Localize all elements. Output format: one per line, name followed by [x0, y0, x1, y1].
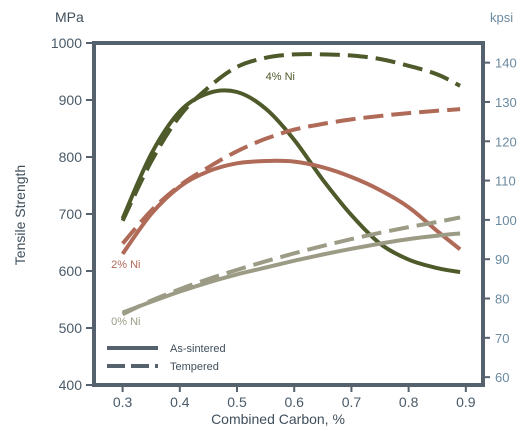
legend-as-sintered-label: As-sintered	[170, 343, 226, 355]
y2-tick-label: 80	[495, 292, 509, 307]
series-line-0nini-tempered	[121, 215, 461, 317]
x-tick-label: 0.3	[113, 394, 133, 410]
y2-tick-label: 120	[495, 134, 517, 149]
x-tick-label: 0.8	[399, 394, 419, 410]
plot-frame	[92, 41, 485, 387]
series-line-0nini-as-sintered	[121, 231, 461, 315]
y-axis-ticks: 400 500 600 700 800 900 1000	[51, 35, 94, 393]
series-annotation-label: 0% Ni	[111, 316, 140, 328]
x-axis-title: Combined Carbon, %	[211, 411, 345, 427]
y2-axis-ticks: 60 70 80 90 100 110 120 130 140	[483, 56, 517, 385]
y-tick-label: 600	[59, 263, 83, 279]
x-tick-label: 0.4	[170, 394, 190, 410]
series-annotations: 4% Ni 2% Ni 0% Ni	[111, 71, 295, 328]
y-tick-label: 400	[59, 377, 83, 393]
series-line-2nini-tempered	[121, 107, 461, 245]
legend: As-sintered Tempered	[107, 343, 226, 373]
y2-tick-label: 140	[495, 56, 517, 71]
x-tick-label: 0.6	[284, 394, 304, 410]
y-axis-title: Tensile Strength	[12, 165, 28, 265]
x-tick-label: 0.7	[342, 394, 362, 410]
y2-tick-label: 100	[495, 213, 517, 228]
y2-tick-label: 70	[495, 331, 509, 346]
y2-tick-label: 130	[495, 95, 517, 110]
series-line-2nini-as-sintered	[120, 158, 462, 256]
y2-tick-label: 60	[495, 370, 509, 385]
series-line-4nini-tempered	[120, 52, 462, 222]
legend-tempered-label: Tempered	[170, 361, 219, 373]
y-tick-label: 900	[59, 92, 83, 108]
series-layer	[120, 52, 462, 317]
x-axis-ticks: 0.3 0.4 0.5 0.6 0.7 0.8 0.9	[113, 385, 476, 410]
series-annotation-label: 4% Ni	[266, 71, 295, 83]
y-unit-label: MPa	[55, 9, 84, 25]
series-line-4nini-as-sintered	[120, 88, 461, 275]
y2-tick-label: 110	[495, 174, 516, 189]
y2-unit-label: kpsi	[490, 10, 513, 25]
x-tick-label: 0.5	[227, 394, 247, 410]
y-tick-label: 700	[59, 206, 83, 222]
x-tick-label: 0.9	[456, 394, 476, 410]
y-tick-label: 500	[59, 320, 83, 336]
y-tick-label: 1000	[51, 35, 82, 51]
series-annotation-label: 2% Ni	[111, 259, 140, 271]
y2-tick-label: 90	[495, 252, 509, 267]
y-tick-label: 800	[59, 149, 83, 165]
